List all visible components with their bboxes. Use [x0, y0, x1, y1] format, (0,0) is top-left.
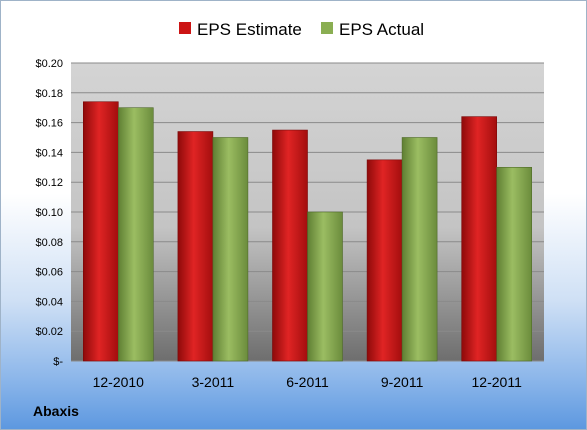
y-tick-label: $0.14 — [35, 147, 63, 159]
y-tick-label: $0.08 — [35, 237, 63, 249]
estimate-bar — [272, 129, 308, 362]
estimate-bar — [83, 101, 119, 362]
x-axis-labels: 12-2010 3-2011 6-2011 9-2011 12-2011 — [93, 374, 522, 390]
y-tick-label: $0.20 — [35, 58, 63, 70]
bars — [83, 101, 533, 362]
y-tick-label: $0.06 — [35, 267, 63, 279]
x-category-label: 9-2011 — [381, 374, 424, 390]
actual-bar — [307, 211, 343, 362]
y-tick-label: $0.18 — [35, 88, 63, 100]
actual-bar — [496, 167, 533, 362]
actual-bar — [212, 137, 249, 362]
estimate-bar — [177, 131, 214, 362]
y-tick-label: $0.04 — [35, 296, 63, 308]
x-category-label: 3-2011 — [192, 374, 235, 390]
x-category-label: 6-2011 — [286, 374, 329, 390]
y-axis-ticks: $- $0.02 $0.04 $0.06 $0.08 $0.10 $0.12 $0.14 $0.… — [35, 58, 63, 368]
legend-swatch-actual — [321, 22, 333, 34]
company-label: Abaxis — [33, 403, 79, 419]
actual-bar — [401, 137, 438, 362]
estimate-bar — [461, 116, 498, 362]
y-tick-label: $0.02 — [35, 326, 63, 338]
x-category-label: 12-2011 — [472, 374, 523, 390]
y-tick-label: $0.12 — [35, 177, 63, 189]
y-tick-label: $0.16 — [35, 118, 63, 130]
legend-swatch-estimate — [179, 22, 191, 34]
y-tick-label: $0.10 — [35, 207, 63, 219]
legend-label-estimate: EPS Estimate — [197, 20, 302, 39]
legend-label-actual: EPS Actual — [339, 20, 424, 39]
y-tick-label: $- — [53, 356, 63, 368]
actual-bar — [118, 107, 154, 362]
estimate-bar — [366, 159, 403, 362]
x-category-label: 12-2010 — [93, 374, 145, 390]
legend: EPS Estimate EPS Actual — [179, 20, 424, 39]
